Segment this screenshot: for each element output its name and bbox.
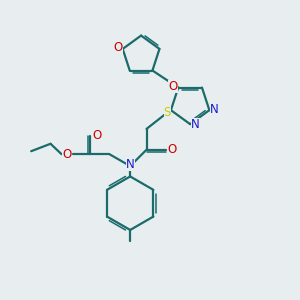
Text: N: N [191, 118, 200, 131]
Text: O: O [92, 129, 101, 142]
Text: O: O [62, 148, 71, 161]
Text: N: N [126, 158, 135, 171]
Text: N: N [210, 103, 219, 116]
Text: O: O [168, 80, 178, 94]
Text: O: O [168, 143, 177, 156]
Text: S: S [164, 106, 171, 119]
Text: O: O [114, 41, 123, 54]
